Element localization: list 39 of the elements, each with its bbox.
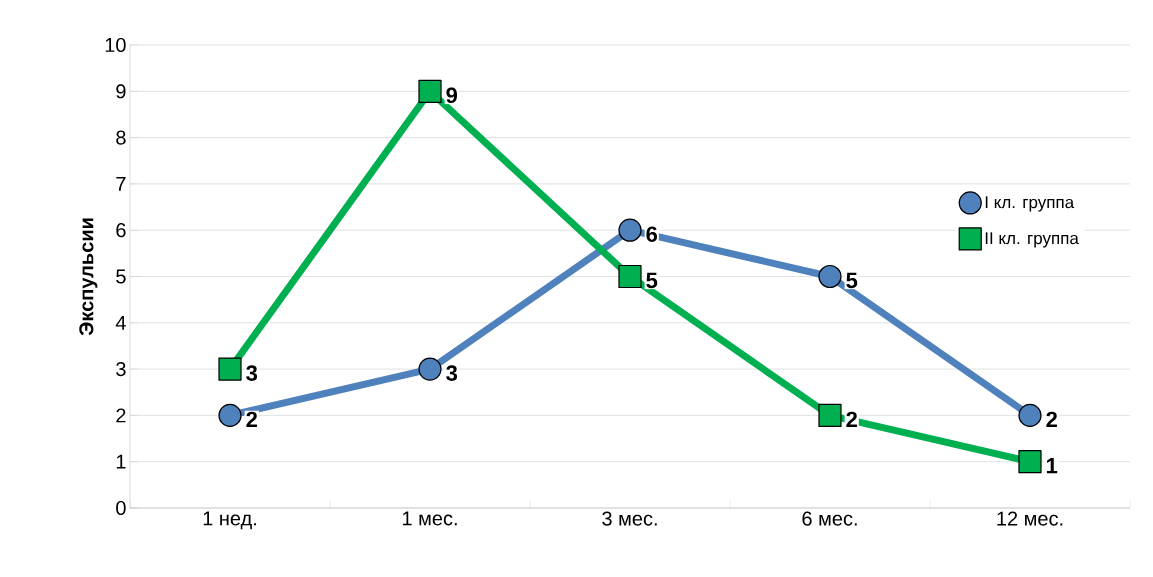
point xyxy=(418,79,442,103)
y-tick-label: 5 xyxy=(116,269,126,284)
legend-label: I кл. группа xyxy=(985,196,1075,212)
point xyxy=(1018,450,1042,474)
data-label: 5 xyxy=(646,272,658,289)
x-tick-label: 6 мес. xyxy=(802,511,857,526)
point xyxy=(818,264,842,289)
y-tick-label: 10 xyxy=(105,37,126,53)
point xyxy=(218,357,242,381)
point xyxy=(418,357,442,381)
x-tick-label: 1 нед. xyxy=(203,511,256,530)
y-tick-label: 6 xyxy=(116,223,126,238)
point xyxy=(818,403,842,427)
y-tick-label: 7 xyxy=(116,177,126,191)
x-tick-label: 1 мес. xyxy=(402,511,457,526)
data-label: 2 xyxy=(1046,411,1057,428)
y-tick-label: 8 xyxy=(116,130,126,145)
legend-label: II кл. группа xyxy=(985,232,1079,248)
y-tick-label: 4 xyxy=(115,315,126,330)
x-tick-label: 3 мес. xyxy=(602,511,657,526)
data-label: 5 xyxy=(846,272,858,289)
data-label: 2 xyxy=(846,411,857,428)
point xyxy=(618,218,642,242)
y-tick-label: 2 xyxy=(116,408,126,423)
y-axis-title: Экспульсии xyxy=(79,218,98,336)
y-tick-label: 0 xyxy=(116,500,126,516)
data-label: 2 xyxy=(246,411,257,428)
data-label: 3 xyxy=(246,365,258,381)
y-tick-label: 1 xyxy=(116,454,126,469)
data-label: 3 xyxy=(446,365,458,381)
data-label: 1 xyxy=(1046,458,1058,474)
point xyxy=(1018,403,1042,427)
x-tick-label: 12 мес. xyxy=(997,511,1063,526)
point xyxy=(218,403,242,427)
y-tick-label: 3 xyxy=(116,362,126,377)
point xyxy=(618,264,642,289)
data-label: 6 xyxy=(646,226,658,242)
y-tick-label: 9 xyxy=(116,84,126,99)
data-label: 9 xyxy=(446,87,458,104)
